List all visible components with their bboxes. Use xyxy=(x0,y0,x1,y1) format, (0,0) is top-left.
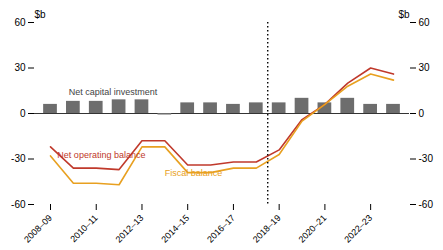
svg-text:$b: $b xyxy=(398,9,410,20)
svg-text:-60: -60 xyxy=(419,199,434,210)
svg-text:Net operating balance: Net operating balance xyxy=(57,150,145,160)
svg-text:2020–21: 2020–21 xyxy=(296,213,328,245)
svg-text:Net capital investment: Net capital investment xyxy=(69,87,158,97)
svg-text:-60: -60 xyxy=(11,199,26,210)
svg-text:0: 0 xyxy=(20,108,26,119)
svg-text:2016–17: 2016–17 xyxy=(205,213,237,245)
svg-text:$b: $b xyxy=(35,9,47,20)
svg-text:30: 30 xyxy=(14,62,26,73)
svg-text:30: 30 xyxy=(419,62,431,73)
svg-text:-30: -30 xyxy=(11,153,26,164)
svg-text:2014–15: 2014–15 xyxy=(159,213,191,245)
svg-text:2010–11: 2010–11 xyxy=(68,213,99,244)
svg-text:2018–19: 2018–19 xyxy=(251,213,283,245)
svg-text:2008–09: 2008–09 xyxy=(22,213,54,245)
svg-text:Fiscal balance: Fiscal balance xyxy=(165,168,223,178)
svg-text:2022–23: 2022–23 xyxy=(342,213,374,245)
svg-text:2012–13: 2012–13 xyxy=(114,213,146,245)
svg-text:60: 60 xyxy=(419,17,431,28)
svg-text:60: 60 xyxy=(14,17,26,28)
svg-text:0: 0 xyxy=(419,108,425,119)
svg-text:-30: -30 xyxy=(419,153,434,164)
